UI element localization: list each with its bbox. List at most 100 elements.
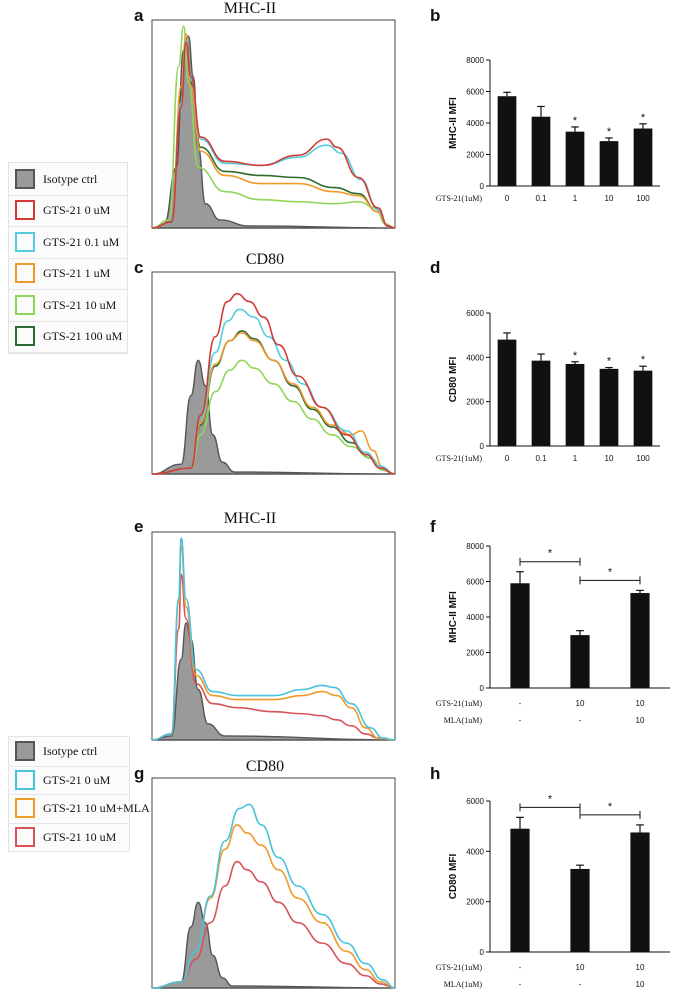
y-tick-label: 4000 bbox=[466, 353, 484, 362]
legend-label: Isotype ctrl bbox=[43, 171, 98, 186]
legend-label: Isotype ctrl bbox=[43, 744, 98, 759]
condition-value: - bbox=[579, 716, 582, 725]
histogram-series-line bbox=[151, 292, 396, 475]
legend-swatch-icon bbox=[15, 168, 35, 189]
histogram-isotype-area bbox=[151, 359, 396, 475]
legend-bottom: Isotype ctrl GTS-21 0 uM GTS-21 10 uM+MLA G… bbox=[8, 736, 150, 852]
legend-row: GTS-21 0 uM bbox=[9, 766, 129, 795]
legend-swatch-icon bbox=[15, 826, 35, 847]
histogram-title-a: MHC-II bbox=[223, 0, 277, 17]
y-tick-label: 0 bbox=[480, 684, 485, 693]
condition-value: - bbox=[579, 980, 582, 989]
legend-swatch-icon bbox=[15, 231, 35, 252]
y-tick-label: 6000 bbox=[466, 578, 484, 587]
panel-letter-b: b bbox=[430, 6, 441, 25]
legend-swatch-icon bbox=[15, 798, 35, 819]
legend-label: GTS-21 0 uM bbox=[43, 203, 111, 218]
legend-label: GTS-21 10 uM+MLA bbox=[43, 801, 150, 816]
y-tick-label: 0 bbox=[480, 948, 485, 957]
histogram-title-c: CD80 bbox=[245, 251, 285, 268]
bar bbox=[497, 339, 517, 446]
bar bbox=[531, 360, 551, 446]
bar bbox=[570, 635, 590, 688]
x-tick-label: 100 bbox=[636, 454, 650, 463]
condition-value: 10 bbox=[576, 699, 585, 708]
significance-star: * bbox=[573, 350, 578, 362]
panel-letter-g: g bbox=[134, 764, 145, 783]
y-axis-label: CD80 MFI bbox=[448, 853, 459, 899]
histogram-isotype-area bbox=[151, 622, 396, 741]
legend-swatch-icon bbox=[15, 200, 35, 221]
legend-label: GTS-21 10 uM bbox=[43, 297, 117, 312]
y-tick-label: 8000 bbox=[466, 542, 484, 551]
y-axis-label: CD80 MFI bbox=[448, 356, 459, 402]
y-tick-label: 4000 bbox=[466, 119, 484, 128]
bar bbox=[497, 96, 517, 186]
y-tick-label: 4000 bbox=[466, 613, 484, 622]
y-axis-label: MHC-II MFI bbox=[448, 97, 459, 149]
bar bbox=[630, 593, 650, 688]
bar bbox=[633, 370, 653, 446]
condition-value: 10 bbox=[636, 963, 645, 972]
bar bbox=[599, 141, 619, 186]
significance-star: * bbox=[608, 801, 613, 813]
panel-letter-h: h bbox=[430, 764, 441, 783]
condition-row-label: MLA(1uM) bbox=[444, 980, 483, 989]
bar bbox=[570, 868, 590, 952]
legend-top: Isotype ctrl GTS-21 0 uM GTS-21 0.1 uM GTS-… bbox=[8, 162, 128, 354]
condition-value: 10 bbox=[576, 963, 585, 972]
x-axis-label: GTS-21(1uM) bbox=[436, 194, 483, 203]
legend-row: GTS-21 10 uM bbox=[9, 823, 129, 852]
condition-row-label: GTS-21(1uM) bbox=[436, 963, 483, 972]
histogram-series-line bbox=[151, 537, 396, 741]
x-axis-label: GTS-21(1uM) bbox=[436, 454, 483, 463]
condition-value: - bbox=[519, 716, 522, 725]
x-tick-label: 0 bbox=[505, 194, 510, 203]
legend-swatch-icon bbox=[15, 741, 35, 762]
significance-star: * bbox=[548, 548, 553, 560]
x-tick-label: 0.1 bbox=[535, 454, 547, 463]
significance-star: * bbox=[608, 566, 613, 578]
legend-swatch-icon bbox=[15, 294, 35, 315]
bar bbox=[565, 363, 585, 446]
bar bbox=[510, 583, 530, 688]
condition-value: - bbox=[519, 699, 522, 708]
panel-letter-a: a bbox=[134, 6, 144, 25]
legend-swatch-icon bbox=[15, 326, 35, 347]
y-tick-label: 0 bbox=[480, 182, 485, 191]
significance-star: * bbox=[641, 354, 646, 366]
histogram-isotype-area bbox=[151, 901, 396, 989]
histogram-series-line bbox=[151, 573, 396, 741]
y-tick-label: 2000 bbox=[466, 398, 484, 407]
histogram-series-line bbox=[151, 33, 396, 229]
x-tick-label: 0 bbox=[505, 454, 510, 463]
histogram-series-line bbox=[151, 803, 396, 989]
condition-value: 10 bbox=[636, 980, 645, 989]
legend-label: GTS-21 100 uM bbox=[43, 329, 123, 344]
y-tick-label: 2000 bbox=[466, 649, 484, 658]
y-tick-label: 6000 bbox=[466, 88, 484, 97]
significance-star: * bbox=[573, 115, 578, 127]
significance-star: * bbox=[641, 112, 646, 124]
y-tick-label: 2000 bbox=[466, 898, 484, 907]
y-axis-label: MHC-II MFI bbox=[448, 591, 459, 643]
histogram-title-e: MHC-II bbox=[223, 510, 277, 527]
significance-star: * bbox=[607, 356, 612, 368]
y-tick-label: 6000 bbox=[466, 309, 484, 318]
x-tick-label: 10 bbox=[605, 194, 614, 203]
y-tick-label: 8000 bbox=[466, 56, 484, 65]
significance-star: * bbox=[548, 793, 553, 805]
condition-value: - bbox=[519, 980, 522, 989]
condition-value: 10 bbox=[636, 716, 645, 725]
legend-row: GTS-21 10 uM+MLA bbox=[9, 794, 150, 824]
panel-letter-c: c bbox=[134, 258, 144, 277]
legend-row: GTS-21 10 uM bbox=[9, 289, 127, 322]
legend-row: GTS-21 1 uM bbox=[9, 258, 127, 290]
legend-row: Isotype ctrl bbox=[9, 163, 127, 196]
legend-row: GTS-21 100 uM bbox=[9, 321, 127, 353]
histogram-series-line bbox=[151, 41, 396, 229]
x-tick-label: 1 bbox=[573, 454, 578, 463]
y-tick-label: 2000 bbox=[466, 151, 484, 160]
histogram-title-g: CD80 bbox=[245, 758, 285, 775]
